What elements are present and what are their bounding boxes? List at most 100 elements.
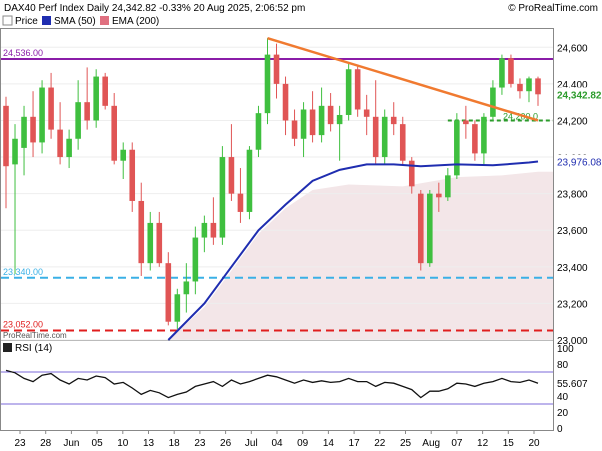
candle[interactable] bbox=[499, 54, 505, 95]
candle[interactable] bbox=[417, 189, 424, 271]
candle[interactable] bbox=[381, 109, 388, 165]
candle[interactable] bbox=[147, 211, 154, 271]
candle[interactable] bbox=[535, 76, 541, 106]
candle[interactable] bbox=[481, 113, 487, 165]
sma-tag-bg bbox=[555, 154, 601, 169]
y-tick-label: 23,800 bbox=[557, 190, 588, 201]
watermark: ProRealTime.com bbox=[3, 331, 67, 340]
candle[interactable] bbox=[156, 211, 163, 267]
date-axis: 23 28 Jun 05 10 13 18 23 26 Jul 04 09 14 17 22 25 Aug 07 1… bbox=[14, 430, 540, 449]
candle[interactable] bbox=[48, 72, 54, 139]
candle[interactable] bbox=[30, 91, 36, 158]
candle[interactable] bbox=[66, 129, 72, 169]
candle[interactable] bbox=[427, 189, 433, 267]
candle[interactable] bbox=[246, 146, 253, 220]
candle-body bbox=[246, 149, 253, 212]
candle[interactable] bbox=[219, 146, 226, 245]
candle-body bbox=[48, 87, 54, 130]
candle[interactable] bbox=[228, 124, 235, 201]
candle[interactable] bbox=[408, 157, 415, 194]
candle-body bbox=[129, 149, 136, 201]
candle-body bbox=[201, 222, 208, 238]
candle[interactable] bbox=[354, 65, 361, 117]
candle[interactable] bbox=[472, 120, 478, 161]
candle-body bbox=[255, 113, 262, 150]
candle-body bbox=[390, 116, 397, 125]
candle[interactable] bbox=[454, 113, 460, 180]
candle[interactable] bbox=[174, 288, 181, 330]
x-tick-label: 25 bbox=[400, 438, 412, 449]
candle-body bbox=[291, 120, 298, 139]
candle-body bbox=[273, 54, 280, 84]
candle[interactable] bbox=[102, 72, 108, 110]
candle[interactable] bbox=[327, 93, 334, 132]
candle[interactable] bbox=[165, 252, 172, 326]
candle[interactable] bbox=[210, 197, 217, 245]
candle[interactable] bbox=[508, 54, 514, 88]
candle-body bbox=[481, 116, 487, 154]
y-tick-label: 24,200 bbox=[557, 116, 588, 127]
x-tick-label: 13 bbox=[143, 438, 155, 449]
candle-body bbox=[445, 175, 451, 198]
candle-body bbox=[327, 105, 334, 125]
candle[interactable] bbox=[463, 105, 469, 139]
candle[interactable] bbox=[75, 80, 81, 150]
candle[interactable] bbox=[318, 87, 325, 143]
candle[interactable] bbox=[490, 80, 496, 121]
candle[interactable] bbox=[264, 38, 271, 125]
candle[interactable] bbox=[84, 67, 90, 130]
candle[interactable] bbox=[372, 80, 379, 165]
candle[interactable] bbox=[93, 69, 99, 128]
level-label: 23,052.00 bbox=[3, 319, 43, 329]
candle[interactable] bbox=[291, 109, 298, 147]
candle[interactable] bbox=[183, 263, 190, 313]
candle[interactable] bbox=[399, 116, 406, 165]
candle[interactable] bbox=[273, 43, 280, 99]
candle[interactable] bbox=[445, 168, 451, 201]
candle-body bbox=[499, 58, 505, 88]
candle[interactable] bbox=[526, 76, 532, 103]
candle-body bbox=[120, 149, 127, 161]
candle[interactable] bbox=[192, 226, 199, 295]
candle[interactable] bbox=[12, 124, 18, 275]
candle[interactable] bbox=[201, 215, 208, 253]
candle[interactable] bbox=[138, 182, 145, 276]
candle[interactable] bbox=[336, 105, 343, 161]
x-tick-label: 26 bbox=[220, 438, 232, 449]
candle[interactable] bbox=[39, 80, 45, 154]
candle-body bbox=[354, 69, 361, 110]
candle-body bbox=[210, 222, 217, 238]
candle[interactable] bbox=[363, 94, 370, 136]
candle[interactable] bbox=[436, 182, 442, 212]
rsi-tick-label: 100 bbox=[557, 344, 574, 355]
candle[interactable] bbox=[3, 96, 9, 209]
candle[interactable] bbox=[129, 142, 136, 212]
candle-body bbox=[526, 78, 532, 92]
ema200-area bbox=[168, 171, 553, 340]
candle[interactable] bbox=[390, 102, 397, 136]
candle-body bbox=[508, 58, 514, 84]
x-tick-label: 07 bbox=[451, 438, 463, 449]
candle-body bbox=[57, 129, 63, 158]
candle[interactable] bbox=[345, 61, 352, 121]
candle[interactable] bbox=[309, 91, 316, 143]
candle[interactable] bbox=[255, 105, 262, 158]
candle-body bbox=[147, 222, 154, 264]
trendline[interactable] bbox=[267, 36, 539, 122]
source-credit[interactable]: © ProRealTime.com bbox=[508, 3, 598, 14]
candle[interactable] bbox=[21, 105, 27, 176]
candle[interactable] bbox=[517, 78, 523, 99]
candle-body bbox=[490, 87, 496, 117]
candle[interactable] bbox=[282, 76, 289, 136]
candle-body bbox=[84, 102, 90, 121]
candle[interactable] bbox=[111, 93, 117, 165]
candlesticks[interactable] bbox=[3, 38, 541, 330]
candle[interactable] bbox=[300, 102, 307, 158]
price-axis: 24,60024,40024,20024,00023,80023,60023,4… bbox=[555, 43, 602, 347]
candle[interactable] bbox=[57, 102, 63, 165]
candle[interactable] bbox=[237, 168, 244, 223]
candle-body bbox=[138, 200, 145, 264]
candle-body bbox=[417, 193, 424, 264]
candle[interactable] bbox=[120, 142, 127, 180]
